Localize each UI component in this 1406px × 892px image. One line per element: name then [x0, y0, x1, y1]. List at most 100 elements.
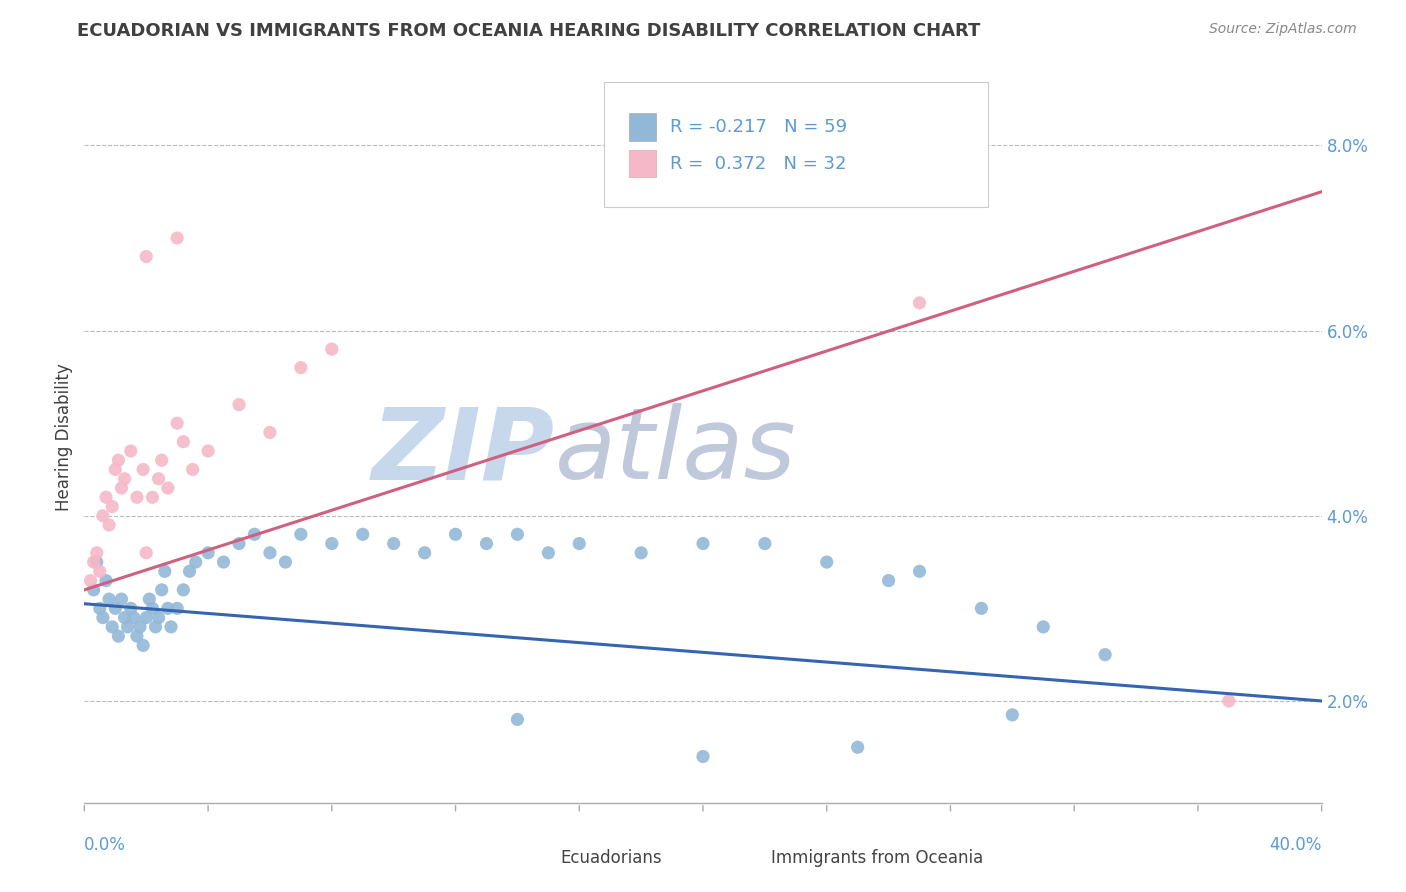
Point: [156, 481, 179, 495]
Point: [259, 425, 281, 440]
Point: [104, 462, 127, 476]
Point: [815, 555, 838, 569]
Point: [132, 462, 155, 476]
Point: [141, 490, 163, 504]
Point: [101, 500, 124, 514]
Point: [321, 536, 343, 550]
Point: [908, 565, 931, 579]
Text: atlas: atlas: [554, 403, 796, 500]
Text: Immigrants from Oceania: Immigrants from Oceania: [770, 849, 983, 867]
Point: [91, 610, 114, 624]
Point: [94, 490, 117, 504]
Point: [156, 601, 179, 615]
FancyBboxPatch shape: [628, 150, 657, 178]
Text: ZIP: ZIP: [371, 403, 554, 500]
Point: [86, 555, 108, 569]
Point: [125, 629, 148, 643]
Point: [413, 546, 436, 560]
Point: [172, 582, 194, 597]
Point: [692, 536, 714, 550]
Point: [83, 555, 105, 569]
Point: [630, 546, 652, 560]
FancyBboxPatch shape: [734, 847, 761, 869]
Point: [754, 536, 776, 550]
Text: R =  0.372   N = 32: R = 0.372 N = 32: [669, 154, 846, 172]
Point: [110, 481, 132, 495]
Point: [197, 444, 219, 458]
Point: [166, 231, 188, 245]
Point: [568, 536, 591, 550]
Point: [475, 536, 498, 550]
FancyBboxPatch shape: [605, 82, 987, 207]
Text: Source: ZipAtlas.com: Source: ZipAtlas.com: [1209, 22, 1357, 37]
Point: [83, 582, 105, 597]
Point: [150, 582, 173, 597]
Point: [114, 610, 136, 624]
Point: [98, 518, 121, 533]
Point: [98, 592, 121, 607]
Text: 0.0%: 0.0%: [84, 836, 127, 854]
FancyBboxPatch shape: [628, 113, 657, 141]
Point: [117, 620, 139, 634]
Point: [120, 444, 142, 458]
Point: [79, 574, 101, 588]
Point: [846, 740, 869, 755]
Point: [89, 601, 111, 615]
Point: [125, 490, 148, 504]
Point: [1032, 620, 1054, 634]
Point: [135, 250, 157, 264]
Point: [290, 360, 312, 375]
Point: [148, 610, 170, 624]
Point: [382, 536, 405, 550]
Point: [104, 601, 127, 615]
Point: [506, 713, 529, 727]
Point: [114, 472, 136, 486]
Point: [212, 555, 235, 569]
Point: [184, 555, 207, 569]
Point: [1001, 707, 1024, 722]
Point: [970, 601, 993, 615]
Point: [290, 527, 312, 541]
Point: [228, 536, 250, 550]
Point: [86, 546, 108, 560]
Point: [179, 565, 201, 579]
Point: [160, 620, 183, 634]
Point: [444, 527, 467, 541]
Text: R = -0.217   N = 59: R = -0.217 N = 59: [669, 118, 846, 136]
Point: [107, 453, 129, 467]
Point: [129, 620, 152, 634]
Point: [107, 629, 129, 643]
Point: [166, 416, 188, 430]
Point: [172, 434, 194, 449]
Point: [135, 546, 157, 560]
Text: 40.0%: 40.0%: [1270, 836, 1322, 854]
Point: [1094, 648, 1116, 662]
Text: ECUADORIAN VS IMMIGRANTS FROM OCEANIA HEARING DISABILITY CORRELATION CHART: ECUADORIAN VS IMMIGRANTS FROM OCEANIA HE…: [77, 22, 981, 40]
Point: [135, 610, 157, 624]
Point: [537, 546, 560, 560]
Point: [181, 462, 204, 476]
Point: [908, 295, 931, 310]
Point: [132, 639, 155, 653]
Point: [274, 555, 297, 569]
Point: [148, 472, 170, 486]
Point: [153, 565, 176, 579]
Point: [150, 453, 173, 467]
Point: [101, 620, 124, 634]
Y-axis label: Hearing Disability: Hearing Disability: [55, 363, 73, 511]
Point: [321, 342, 343, 356]
Point: [166, 601, 188, 615]
FancyBboxPatch shape: [523, 847, 551, 869]
Point: [138, 592, 160, 607]
Point: [94, 574, 117, 588]
Point: [352, 527, 374, 541]
Point: [692, 749, 714, 764]
Point: [122, 610, 145, 624]
Point: [877, 574, 900, 588]
Point: [141, 601, 163, 615]
Point: [506, 527, 529, 541]
Point: [1218, 694, 1240, 708]
Point: [89, 565, 111, 579]
Point: [197, 546, 219, 560]
Point: [120, 601, 142, 615]
